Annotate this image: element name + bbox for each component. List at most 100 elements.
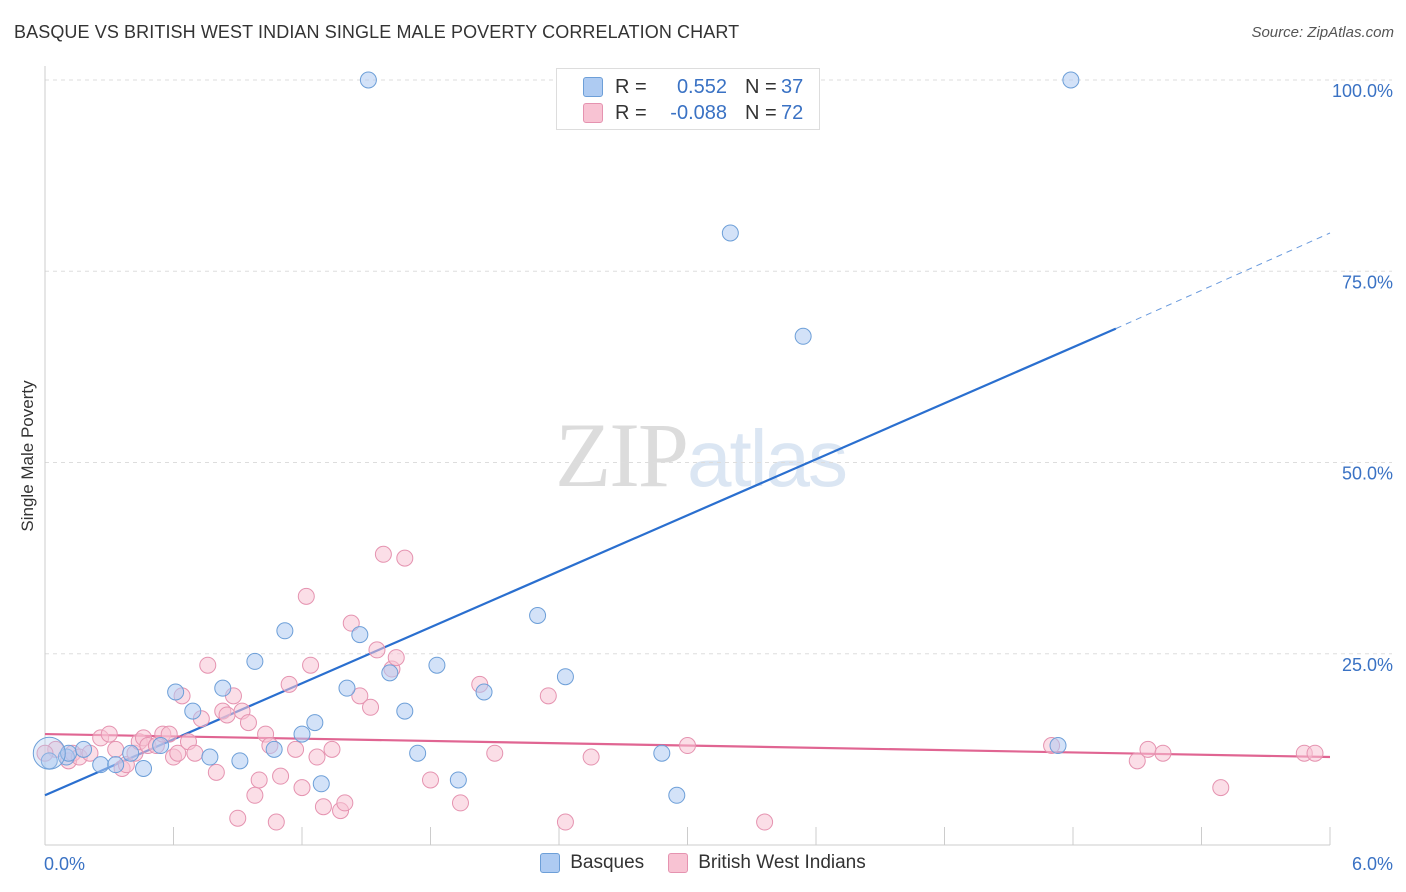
basque-point [529,607,547,624]
bwi-point [368,641,386,659]
chart-title: BASQUE VS BRITISH WEST INDIAN SINGLE MAL… [14,22,740,42]
basque-points [32,71,1080,804]
basque-point [184,702,202,720]
basque-point [135,760,153,777]
bwi-point [362,698,380,716]
n-value: 37 [781,75,804,98]
basque-point [312,775,330,793]
bwi-point [351,687,369,705]
correlation-legend: R = 0.552 N = 37 R = -0.088 N = 72 [556,68,820,130]
bwi-point [229,809,247,827]
legend-row-bwi: R = -0.088 N = 72 [583,101,803,125]
basque-point [668,786,686,804]
n-value: 72 [781,101,804,124]
r-value: -0.088 [670,101,727,124]
basque-point [653,744,671,762]
bwi-point [239,714,257,732]
basque-point [428,656,446,674]
bwi-point [302,656,320,674]
basque-point [409,744,427,762]
bwi-point [323,740,341,758]
basque-point [449,771,467,789]
basque-point [293,725,311,743]
legend-row-basques: R = 0.552 N = 37 [583,75,803,99]
source-label: Source: ZipAtlas.com [1251,24,1394,41]
watermark-atlas: atlas [687,414,848,503]
bwi-point [1154,744,1172,762]
basque-point [152,737,170,755]
bwi-point [756,813,774,831]
bwi-point [218,706,236,724]
bwi-point [1139,740,1157,758]
bwi-point [246,786,264,804]
x-tick-label: 6.0% [1352,854,1393,874]
basque-point [107,756,125,774]
legend-swatch-blue [540,853,561,873]
basque-point [276,622,294,640]
basque-point [214,679,232,697]
bwi-point [250,771,268,789]
grid-lines [45,79,1392,655]
legend-swatch-pink [668,853,689,873]
bwi-point [207,763,225,781]
basque-point [231,752,249,770]
bwi-point [186,744,204,762]
axes [44,66,1331,846]
basque-point [306,714,324,732]
bwi-point [396,549,414,567]
bwi-point [267,813,285,831]
y-tick-label: 25.0% [1342,655,1393,675]
basque-point [75,740,93,758]
bwi-point [342,614,360,632]
watermark-zip: ZIP [555,404,689,506]
bwi-point [1306,744,1324,762]
bwi-point [1128,752,1146,770]
legend-item-basques[interactable]: Basques [540,852,644,874]
n-label: N = [745,101,777,124]
basque-point [122,744,140,762]
watermark: ZIPatlas [555,402,848,508]
bwi-point [387,649,405,667]
x-tick-label: 0.0% [44,854,85,874]
basque-cluster-point [32,736,66,770]
bwi-point [314,798,332,816]
r-label: R = [615,101,647,124]
bwi-point [336,794,354,812]
bwi-point [199,656,217,674]
basque-point [721,224,739,242]
legend-label-bwi: British West Indians [698,852,866,873]
basque-point [1062,71,1080,89]
bwi-point [293,779,311,797]
bwi-point [486,744,504,762]
basque-point [556,668,574,686]
basque-point [246,652,264,670]
y-tick-label: 75.0% [1342,272,1393,292]
legend-swatch-blue [583,77,603,97]
bwi-point [556,813,574,831]
bwi-point [160,725,178,743]
y-tick-label: 50.0% [1342,464,1393,484]
basque-point [475,683,493,701]
legend-swatch-pink [583,103,603,123]
basque-point [201,748,219,766]
n-label: N = [745,75,777,98]
bwi-point [1212,779,1230,797]
series-legend: Basques British West Indians [0,852,1406,874]
bwi-point [451,794,469,812]
bwi-point [107,740,125,758]
bwi-point [679,737,696,755]
basque-point [351,626,369,644]
bwi-point [297,587,315,605]
bwi-point [100,725,118,743]
bwi-point [287,740,305,758]
basque-point [167,683,185,701]
bwi-point [280,675,298,693]
basque-point [396,702,414,720]
legend-item-bwi[interactable]: British West Indians [668,852,866,874]
basque-point [381,664,399,682]
r-label: R = [615,75,647,98]
bwi-point [169,744,187,762]
bwi-point [272,767,290,785]
basque-trend-extension [1115,232,1331,330]
